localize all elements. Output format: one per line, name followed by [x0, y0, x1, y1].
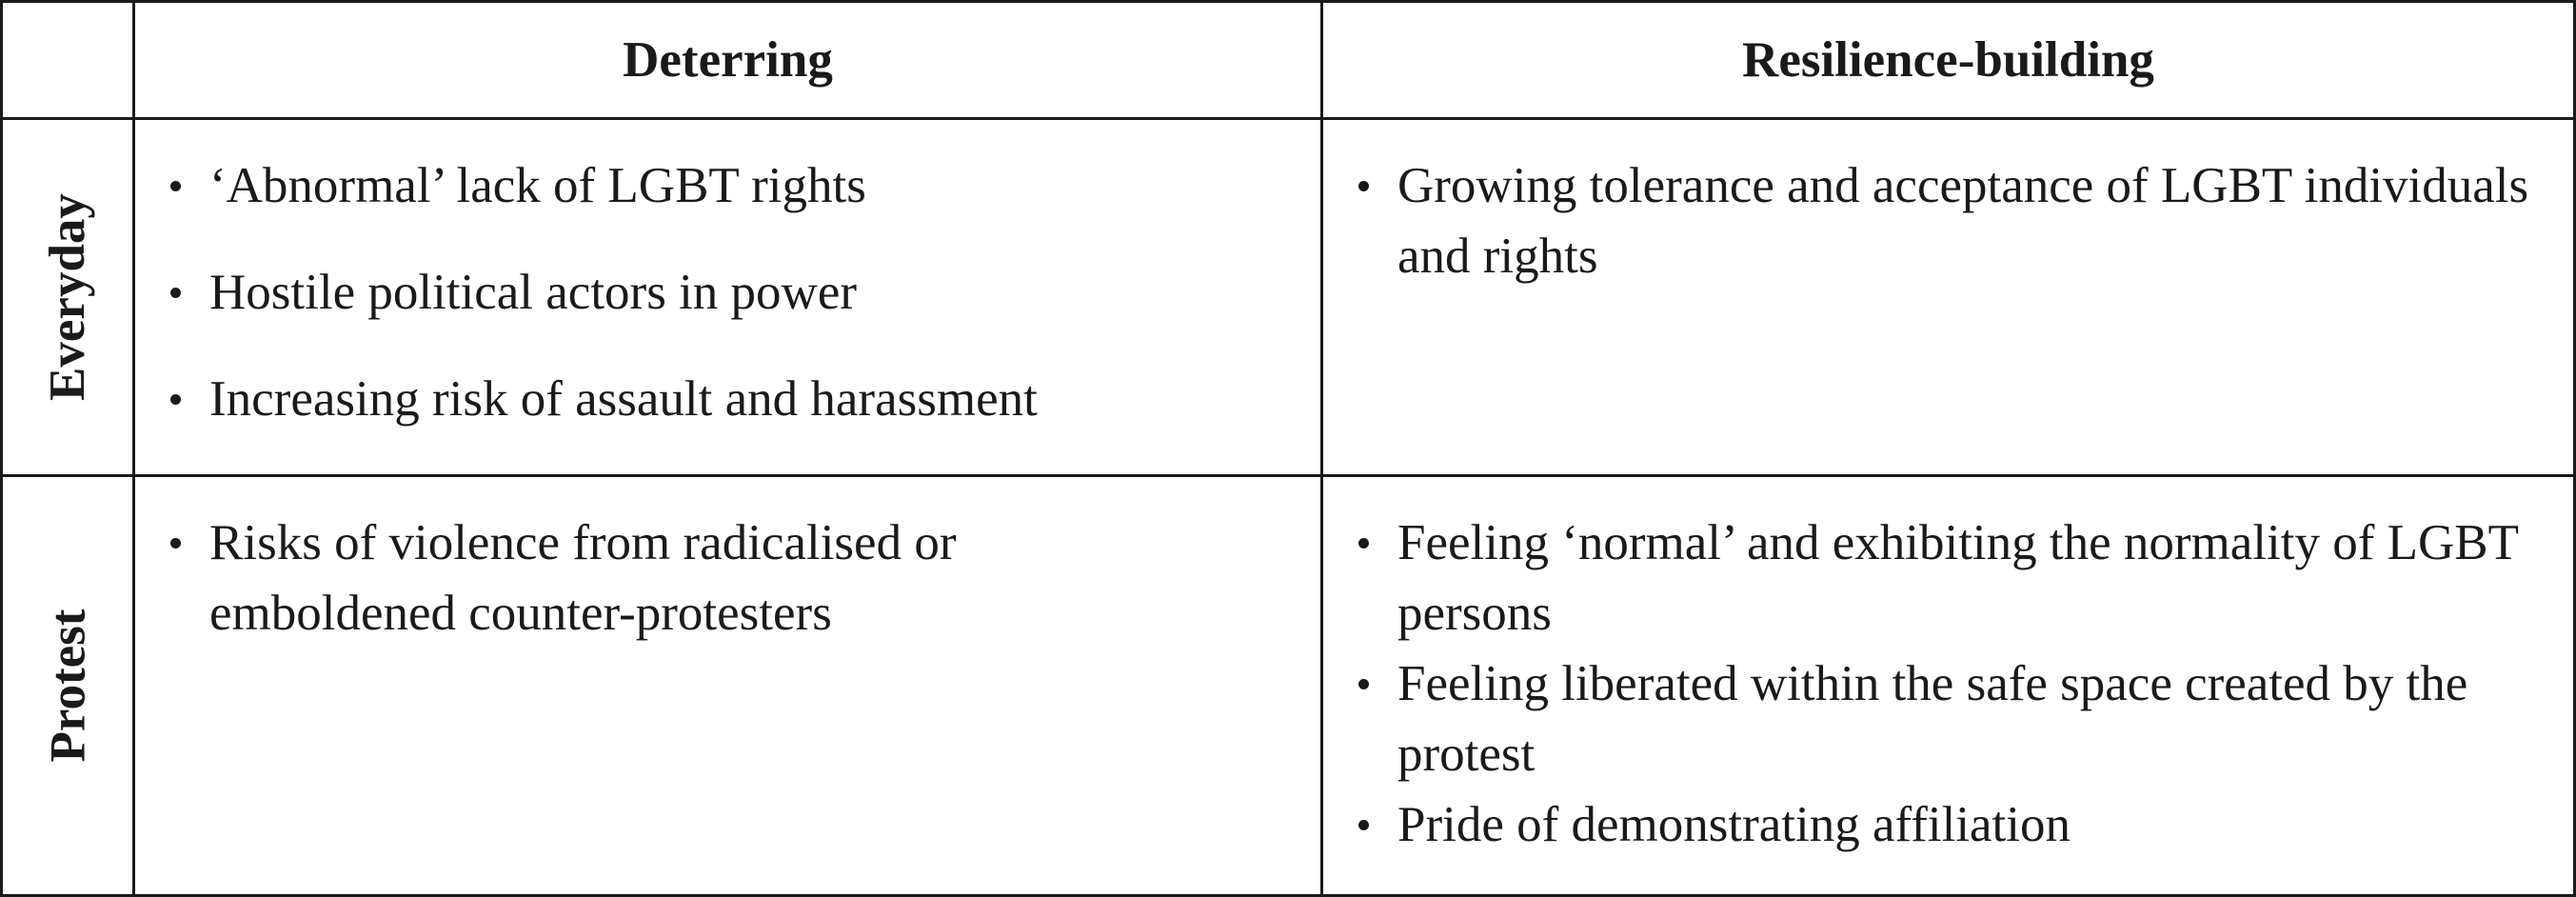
- list-item-text: Pride of demonstrating affiliation: [1397, 797, 2071, 852]
- bullet-list: Risks of violence from radicalised or em…: [164, 508, 1035, 648]
- column-header-label: Deterring: [623, 32, 833, 88]
- bullet-icon: [1358, 181, 1369, 191]
- column-header-resilience-building: Resilience-building: [1323, 0, 2576, 120]
- list-item-text: Feeling liberated within the safe space …: [1397, 656, 2468, 782]
- cell-everyday-resilience: Growing tolerance and acceptance of LGBT…: [1323, 120, 2576, 477]
- empty-corner-cell: [0, 0, 135, 120]
- bullet-icon: [1358, 820, 1369, 830]
- column-header-deterring: Deterring: [135, 0, 1323, 120]
- cell-protest-deterring: Risks of violence from radicalised or em…: [135, 477, 1323, 897]
- list-item-text: Growing tolerance and acceptance of LGBT…: [1397, 158, 2529, 284]
- cell-everyday-deterring: ‘Abnormal’ lack of LGBT rights Hostile p…: [135, 120, 1323, 477]
- list-item: Pride of demonstrating affiliation: [1352, 789, 2554, 860]
- row-header-everyday: Everyday: [0, 120, 135, 477]
- bullet-icon: [1358, 538, 1369, 548]
- column-header-label: Resilience-building: [1742, 32, 2154, 88]
- list-item-text: ‘Abnormal’ lack of LGBT rights: [209, 158, 866, 213]
- bullet-list: Growing tolerance and acceptance of LGBT…: [1352, 150, 2554, 291]
- list-item-text: Increasing risk of assault and harassmen…: [209, 371, 1038, 427]
- bullet-icon: [1358, 679, 1369, 689]
- bullet-list: Feeling ‘normal’ and exhibiting the norm…: [1352, 508, 2554, 860]
- row-header-label: Protest: [40, 608, 96, 763]
- bullet-list: ‘Abnormal’ lack of LGBT rights Hostile p…: [164, 150, 1301, 470]
- bullet-icon: [170, 394, 181, 405]
- row-header-label: Everyday: [40, 193, 95, 401]
- list-item: ‘Abnormal’ lack of LGBT rights: [164, 150, 1301, 221]
- list-item-text: Risks of violence from radicalised or em…: [209, 515, 957, 641]
- list-item: Hostile political actors in power: [164, 257, 1301, 328]
- list-item: Growing tolerance and acceptance of LGBT…: [1352, 150, 2554, 291]
- list-item-text: Feeling ‘normal’ and exhibiting the norm…: [1397, 515, 2519, 641]
- row-header-protest: Protest: [0, 477, 135, 897]
- bullet-icon: [170, 538, 181, 548]
- list-item: Feeling liberated within the safe space …: [1352, 648, 2554, 789]
- list-item: Increasing risk of assault and harassmen…: [164, 364, 1301, 434]
- list-item-text: Hostile political actors in power: [209, 265, 857, 320]
- list-item: Risks of violence from radicalised or em…: [164, 508, 1035, 648]
- list-item: Feeling ‘normal’ and exhibiting the norm…: [1352, 508, 2554, 648]
- cell-protest-resilience: Feeling ‘normal’ and exhibiting the norm…: [1323, 477, 2576, 897]
- bullet-icon: [170, 288, 181, 298]
- bullet-icon: [170, 181, 181, 191]
